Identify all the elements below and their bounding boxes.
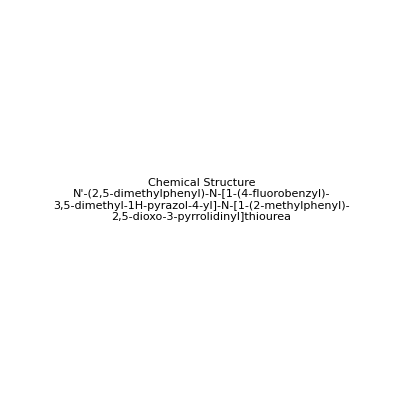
Text: Chemical Structure
N'-(2,5-dimethylphenyl)-N-[1-(4-fluorobenzyl)-
3,5-dimethyl-1: Chemical Structure N'-(2,5-dimethylpheny… bbox=[53, 178, 350, 222]
